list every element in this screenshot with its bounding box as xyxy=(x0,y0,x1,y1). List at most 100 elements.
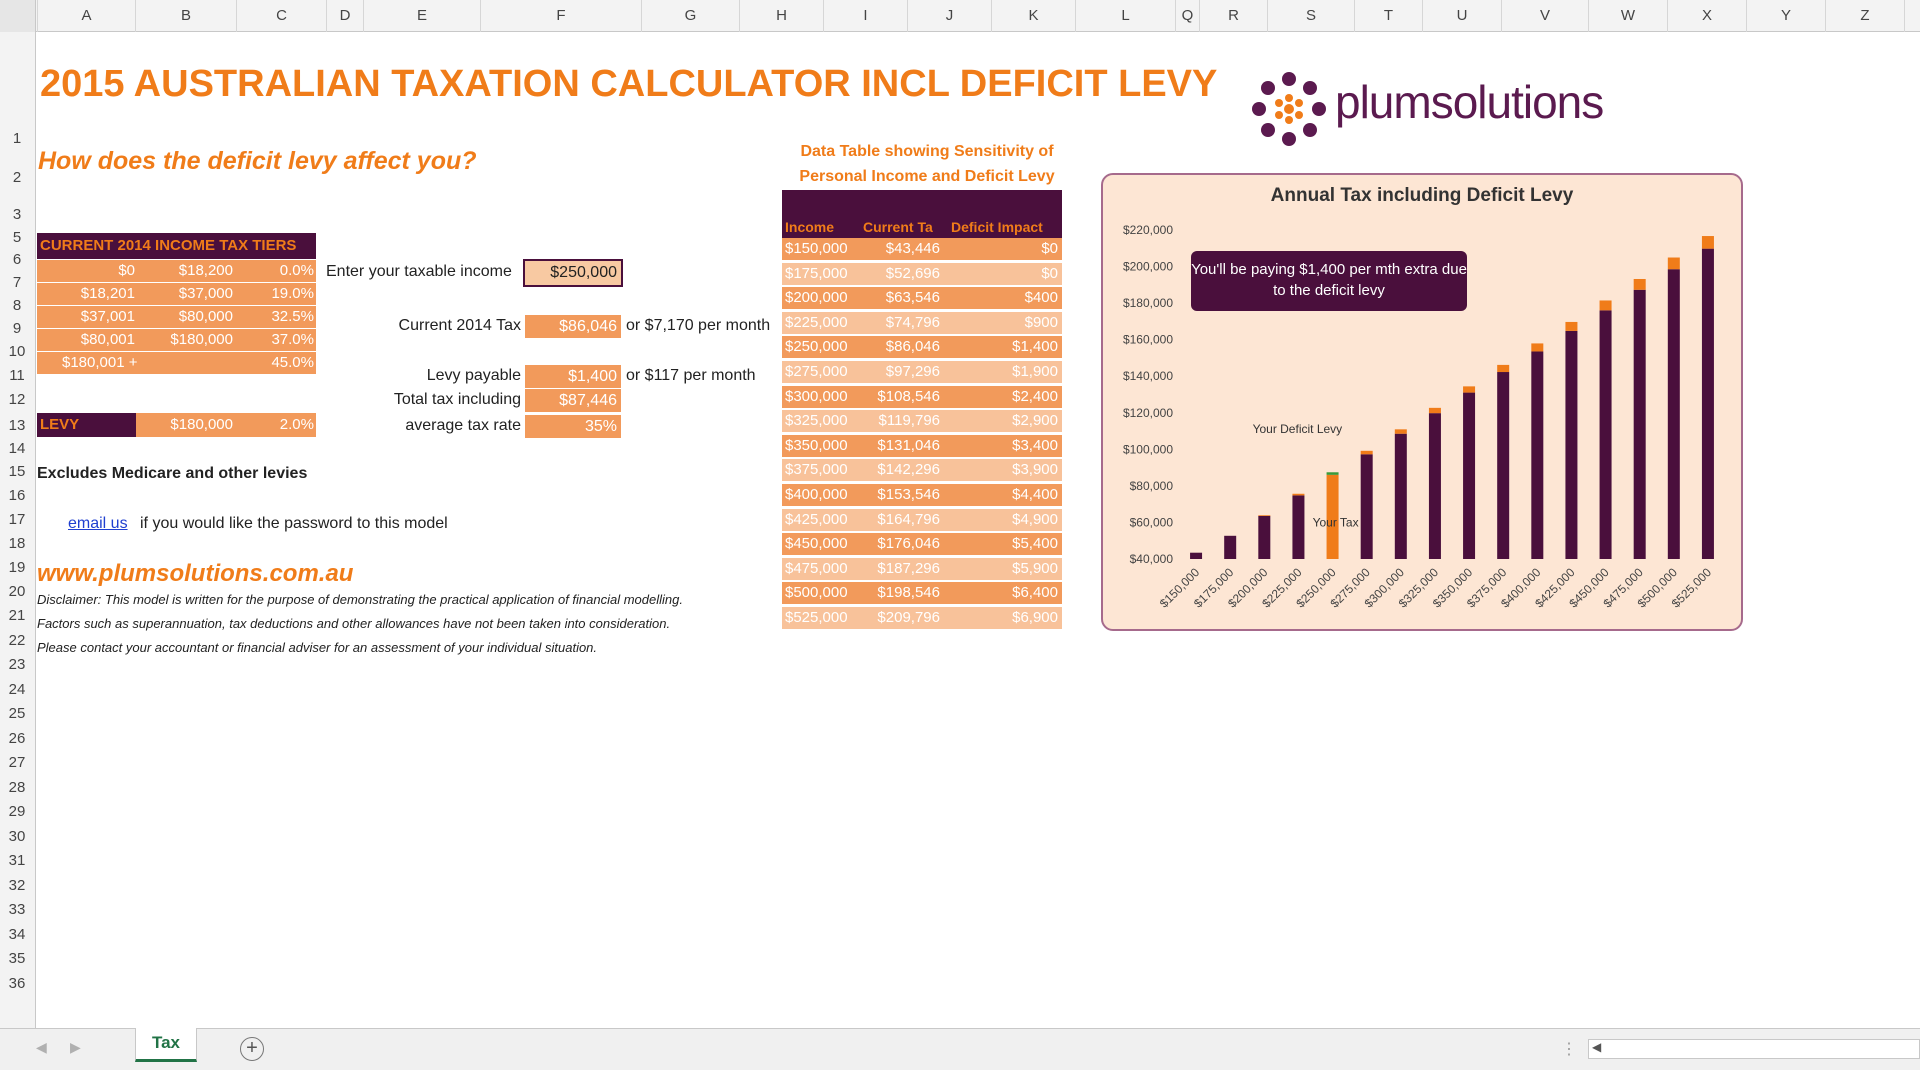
row-header[interactable]: 23 xyxy=(8,656,26,673)
column-header[interactable]: X xyxy=(1667,0,1746,32)
data-table-row[interactable]: $300,000 $108,546 $2,400 xyxy=(782,385,1062,408)
select-all-corner[interactable] xyxy=(0,0,36,32)
income-col-header[interactable]: Income xyxy=(785,219,835,235)
data-table-row[interactable]: $400,000 $153,546 $4,400 xyxy=(782,484,1062,506)
data-table-row[interactable]: $225,000 $74,796 $900 xyxy=(782,311,1062,334)
row-header[interactable]: 3 xyxy=(12,206,22,223)
current-tax-value[interactable]: $86,046 xyxy=(525,315,621,338)
data-table-row[interactable]: $275,000 $97,296 $1,900 xyxy=(782,361,1062,383)
tier-row[interactable]: $0 $18,200 0.0% xyxy=(37,260,316,282)
row-header[interactable]: 32 xyxy=(8,877,26,894)
data-table-row[interactable]: $375,000 $142,296 $3,900 xyxy=(782,459,1062,482)
row-header[interactable]: 19 xyxy=(8,559,26,576)
next-sheet-icon[interactable]: ▶ xyxy=(70,1039,81,1055)
row-header[interactable]: 14 xyxy=(8,440,26,457)
column-header[interactable]: V xyxy=(1501,0,1588,32)
column-header[interactable]: W xyxy=(1588,0,1667,32)
website-link[interactable]: www.plumsolutions.com.au xyxy=(37,560,354,587)
data-table-row[interactable]: $150,000 $43,446 $0 xyxy=(782,238,1062,260)
row-header[interactable]: 30 xyxy=(8,828,26,845)
data-table-row[interactable]: $425,000 $164,796 $4,900 xyxy=(782,508,1062,531)
row-header[interactable]: 20 xyxy=(8,583,26,600)
scroll-left-icon[interactable]: ◀ xyxy=(1592,1040,1602,1054)
column-header[interactable]: H xyxy=(739,0,823,32)
data-table-row[interactable]: $475,000 $187,296 $5,900 xyxy=(782,557,1062,580)
data-table-row[interactable]: $450,000 $176,046 $5,400 xyxy=(782,533,1062,556)
column-header[interactable]: D xyxy=(326,0,363,32)
data-table-row[interactable]: $175,000 $52,696 $0 xyxy=(782,262,1062,285)
column-header[interactable]: J xyxy=(907,0,991,32)
column-header[interactable]: K xyxy=(991,0,1075,32)
taxable-income-input[interactable]: $250,000 xyxy=(523,259,623,287)
data-table-row[interactable]: $200,000 $63,546 $400 xyxy=(782,287,1062,310)
row-header[interactable]: 2 xyxy=(12,169,22,186)
row-header[interactable]: 29 xyxy=(8,803,26,820)
row-header[interactable]: 21 xyxy=(8,607,26,624)
add-sheet-icon[interactable]: + xyxy=(240,1037,264,1061)
row-header[interactable]: 15 xyxy=(8,463,26,480)
column-header[interactable]: Y xyxy=(1746,0,1825,32)
row-header[interactable]: 12 xyxy=(8,391,26,408)
row-header[interactable]: 34 xyxy=(8,926,26,943)
row-header[interactable]: 36 xyxy=(8,975,26,992)
annual-tax-chart[interactable]: $40,000 $60,000 $80,000 $100,000 $120,000 $14… xyxy=(1101,173,1743,631)
column-header[interactable]: I xyxy=(823,0,907,32)
row-header[interactable]: 6 xyxy=(12,251,22,268)
row-header[interactable]: 22 xyxy=(8,632,26,649)
column-header[interactable]: R xyxy=(1199,0,1267,32)
data-table-row[interactable]: $325,000 $119,796 $2,900 xyxy=(782,410,1062,433)
column-header[interactable]: S xyxy=(1267,0,1354,32)
row-header[interactable]: 1 xyxy=(12,130,22,147)
data-table-row[interactable]: $500,000 $198,546 $6,400 xyxy=(782,582,1062,605)
email-us-link[interactable]: email us xyxy=(68,515,128,532)
column-header[interactable]: Z xyxy=(1825,0,1904,32)
row-header[interactable]: 18 xyxy=(8,535,26,552)
current-tax-col-header[interactable]: Current Ta xyxy=(863,219,933,235)
row-header[interactable]: 27 xyxy=(8,754,26,771)
row-header[interactable]: 26 xyxy=(8,730,26,747)
row-header[interactable]: 8 xyxy=(12,297,22,314)
deficit-impact-col-header[interactable]: Deficit Impact xyxy=(951,219,1043,235)
row-header[interactable]: 33 xyxy=(8,901,26,918)
avg-rate-value[interactable]: 35% xyxy=(525,415,621,438)
row-header[interactable]: 9 xyxy=(12,320,22,337)
column-header[interactable]: Q xyxy=(1175,0,1199,32)
data-table-row[interactable]: $250,000 $86,046 $1,400 xyxy=(782,336,1062,359)
column-header[interactable]: C xyxy=(236,0,326,32)
row-header[interactable]: 5 xyxy=(12,229,22,246)
tax-tiers-heading[interactable]: CURRENT 2014 INCOME TAX TIERS xyxy=(37,233,316,259)
sheet-tab-tax[interactable]: Tax xyxy=(135,1028,197,1062)
row-header[interactable]: 24 xyxy=(8,681,26,698)
column-header[interactable]: A xyxy=(37,0,135,32)
row-header[interactable]: 16 xyxy=(8,487,26,504)
total-tax-value[interactable]: $87,446 xyxy=(525,389,621,412)
data-table-row[interactable]: $525,000 $209,796 $6,900 xyxy=(782,607,1062,629)
column-header[interactable]: F xyxy=(480,0,641,32)
prev-sheet-icon[interactable]: ◀ xyxy=(36,1039,47,1055)
column-header[interactable]: L xyxy=(1075,0,1175,32)
row-header[interactable]: 17 xyxy=(8,511,26,528)
row-header[interactable]: 28 xyxy=(8,779,26,796)
data-table-row[interactable]: $350,000 $131,046 $3,400 xyxy=(782,434,1062,457)
row-header[interactable]: 7 xyxy=(12,274,22,291)
row-header[interactable]: 35 xyxy=(8,950,26,967)
column-header[interactable]: AA xyxy=(1904,0,1920,32)
column-header[interactable]: U xyxy=(1422,0,1501,32)
row-header[interactable]: 25 xyxy=(8,705,26,722)
column-header[interactable]: G xyxy=(641,0,739,32)
tier-row[interactable]: $180,001 + 45.0% xyxy=(37,352,316,374)
column-header[interactable]: E xyxy=(363,0,480,32)
column-header[interactable]: B xyxy=(135,0,236,32)
row-header[interactable]: 13 xyxy=(8,417,26,434)
tier-row[interactable]: $18,201 $37,000 19.0% xyxy=(37,283,316,305)
row-header[interactable]: 10 xyxy=(8,343,26,360)
tab-splitter-icon[interactable]: ⋮ xyxy=(1561,1041,1577,1058)
levy-row[interactable]: LEVY $180,000 2.0% xyxy=(37,413,316,437)
column-header[interactable]: T xyxy=(1354,0,1422,32)
tier-row[interactable]: $80,001 $180,000 37.0% xyxy=(37,329,316,351)
tier-row[interactable]: $37,001 $80,000 32.5% xyxy=(37,306,316,328)
row-header[interactable]: 11 xyxy=(9,367,25,384)
horizontal-scrollbar[interactable] xyxy=(1588,1039,1920,1059)
levy-payable-value[interactable]: $1,400 xyxy=(525,365,621,388)
row-header[interactable]: 31 xyxy=(8,852,26,869)
